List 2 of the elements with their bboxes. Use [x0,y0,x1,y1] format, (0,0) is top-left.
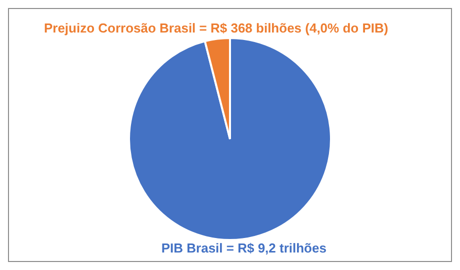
slice-label: PIB Brasil = R$ 9,2 trilhões [161,240,326,256]
slice-label: Prejuizo Corrosão Brasil = R$ 368 bilhões (4,0% do PIB) [44,20,388,36]
